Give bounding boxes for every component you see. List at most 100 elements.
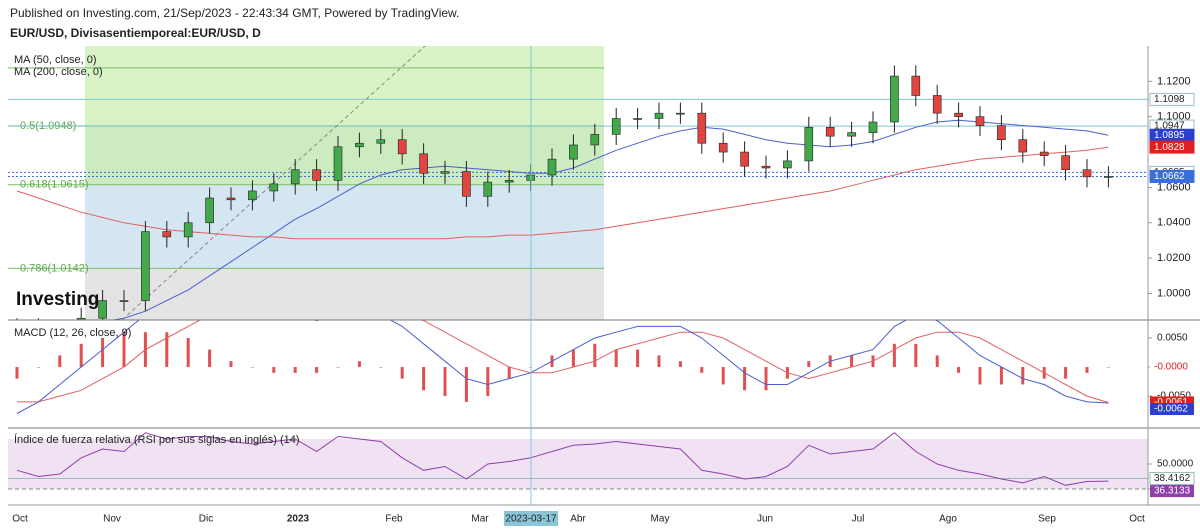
candle-body	[98, 300, 107, 319]
rsi-ma-label-box	[1149, 471, 1195, 485]
candle-body	[1018, 139, 1028, 153]
macd-histogram-bar	[721, 367, 725, 385]
candle-body	[740, 151, 749, 167]
rsi-title: Índice de fuerza relativa (RSI por sus s…	[14, 433, 300, 446]
macd-histogram-bar	[593, 343, 597, 368]
candle-body	[761, 165, 771, 169]
y-tick-label: 0.0050	[1157, 333, 1188, 344]
candle-body	[718, 142, 728, 153]
candle-body	[911, 75, 921, 96]
candle-body	[269, 183, 279, 192]
candle-body	[141, 231, 150, 301]
candle-body	[868, 121, 878, 133]
macd-histogram-bar	[250, 367, 254, 368]
candle-body	[397, 139, 407, 155]
x-tick-label: 2023-03-17	[505, 514, 557, 525]
macd-histogram-bar	[357, 361, 361, 368]
y-tick-label: 1.0400	[1157, 217, 1191, 229]
y-tick-label: 50.0000	[1157, 459, 1194, 470]
candle-body	[547, 158, 557, 176]
price-label: 1.0947	[1154, 121, 1185, 132]
rsi-ma-label: 38.4162	[1154, 473, 1191, 484]
macd-histogram-bar	[293, 367, 297, 373]
candle-body	[462, 171, 471, 197]
ma-line	[17, 119, 1109, 320]
macd-label: -0.0000	[1154, 362, 1188, 373]
x-tick-label: Dic	[199, 514, 213, 525]
macd-histogram-bar	[636, 349, 640, 368]
fib-zone	[85, 67, 604, 126]
ma-line	[16, 146, 1109, 240]
rsi-label-box	[1150, 485, 1194, 498]
price-label: 1.0895	[1154, 130, 1185, 141]
y-tick-label: 1.0000	[1157, 287, 1191, 299]
y-tick-label: 1.0600	[1157, 181, 1191, 193]
x-tick-label: Oct	[12, 514, 28, 525]
candle-body	[226, 197, 236, 201]
macd-histogram-bar	[571, 349, 575, 368]
candle-body	[504, 180, 514, 183]
rsi-pane	[8, 432, 1148, 490]
macd-histogram-bar	[978, 367, 982, 385]
candle-body	[419, 153, 428, 174]
candle-body	[954, 112, 963, 118]
macd-histogram-bar	[700, 367, 704, 373]
price-label: 1.0828	[1154, 142, 1185, 153]
candle-body	[932, 95, 942, 114]
logo: Investing	[16, 289, 99, 310]
x-tick-label: Jul	[852, 514, 865, 525]
x-tick-label: Abr	[570, 514, 586, 525]
macd-histogram-bar	[443, 367, 447, 397]
candle-body	[76, 317, 86, 320]
x-tick-label: Ago	[939, 514, 957, 525]
candle-body	[1082, 169, 1092, 178]
price-label-box	[1149, 92, 1195, 106]
y-tick-label: -0.0050	[1157, 391, 1191, 402]
price-pane: 0.5(1.0948)0.618(1.0615)0.786(1.0142)Inv…	[8, 46, 1148, 343]
legend-entry: MA (50, close, 0)	[14, 54, 97, 66]
candle-body	[890, 75, 899, 123]
macd-histogram-bar	[336, 367, 340, 368]
macd-histogram-bar	[999, 367, 1003, 385]
macd-pane	[15, 320, 1110, 414]
rsi-band	[8, 439, 1148, 489]
candle-body	[376, 139, 386, 144]
candle-body	[440, 171, 450, 174]
macd-histogram-bar	[678, 361, 682, 368]
macd-histogram-bar	[36, 367, 40, 368]
y-tick-label: 1.0200	[1157, 252, 1191, 264]
macd-histogram-bar	[400, 367, 404, 379]
macd-line	[16, 320, 1109, 414]
macd-histogram-bar	[1106, 367, 1110, 368]
macd-histogram-bar	[1085, 367, 1089, 373]
candle-body	[590, 134, 600, 146]
y-tick-label: 1.1200	[1157, 75, 1191, 87]
x-tick-label: Feb	[385, 514, 403, 525]
candle-body	[676, 112, 685, 115]
x-tick-label: Mar	[471, 514, 489, 525]
candle-body	[783, 160, 792, 169]
candle-body	[975, 116, 985, 126]
macd-histogram-bar	[165, 332, 169, 368]
fib-zone	[85, 46, 604, 68]
macd-histogram-bar	[743, 367, 747, 391]
candle-body	[825, 127, 835, 137]
candle-body	[119, 300, 129, 302]
candle-body	[569, 144, 578, 160]
candle-body	[654, 112, 664, 119]
candle-body	[1039, 151, 1049, 156]
macd-histogram-bar	[315, 367, 319, 373]
macd-histogram-bar	[614, 349, 618, 368]
candle-body	[611, 118, 621, 135]
macd-histogram-bar	[850, 355, 854, 368]
candle-body	[997, 125, 1006, 140]
macd-histogram-bar	[15, 367, 19, 379]
candle-body	[847, 132, 856, 137]
published: Published on Investing.com, 21/Sep/2023 …	[10, 6, 459, 20]
macd-histogram-bar	[58, 355, 62, 368]
macd-label-box	[1150, 361, 1194, 374]
crosshair-label-box	[504, 511, 558, 526]
x-tick-label: Nov	[103, 514, 121, 525]
candle-body	[56, 339, 64, 343]
